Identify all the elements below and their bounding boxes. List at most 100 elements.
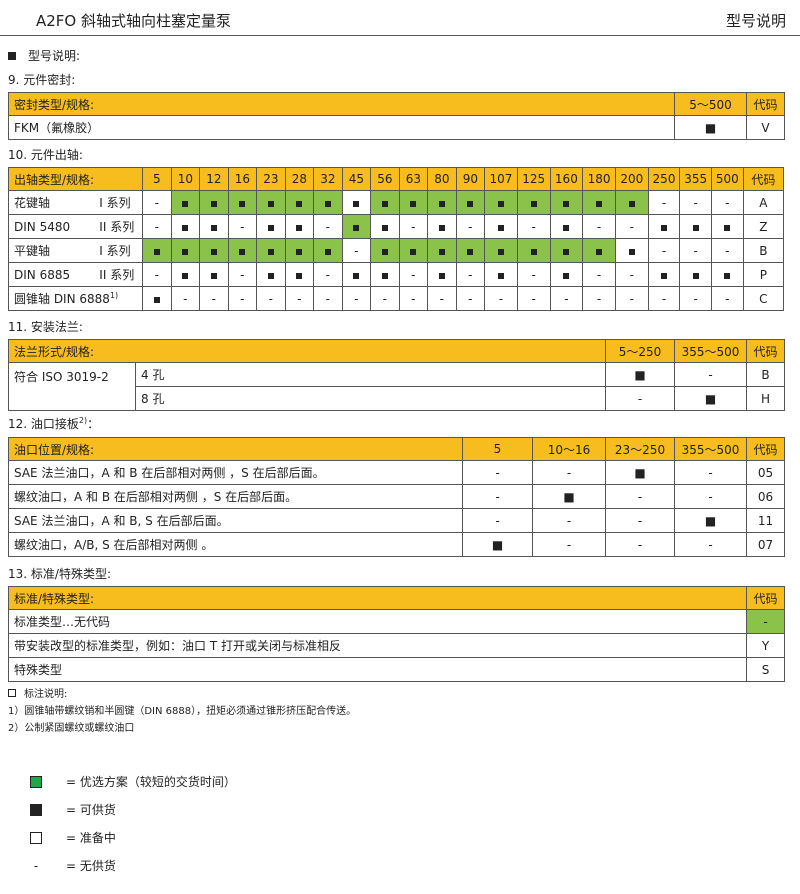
row-series: II 系列 xyxy=(99,262,144,287)
th: 355～500 xyxy=(674,437,747,461)
availability-cell xyxy=(455,190,486,215)
th: 23～250 xyxy=(605,437,675,461)
availability-cell xyxy=(549,190,584,215)
th: 代码 xyxy=(746,437,785,461)
shaft-table: 出轴类型/规格: 5 10 12 16 23 28 32 45 56 63 80 90 107 125 160… xyxy=(7,167,785,311)
available-icon xyxy=(153,248,160,255)
available-icon xyxy=(692,272,699,279)
availability-cell xyxy=(170,190,201,215)
th-size: 80 xyxy=(427,167,457,191)
availability-cell: - xyxy=(284,286,315,311)
code-cell: S xyxy=(746,657,785,682)
availability-cell: - xyxy=(516,214,551,239)
availability-cell: - xyxy=(398,214,429,239)
flange-table: 法兰形式/规格: 5～250 355～500 代码 符合 ISO 3019-2 4 孔 ■… xyxy=(8,339,785,411)
availability-cell xyxy=(170,262,201,287)
availability-cell xyxy=(484,190,518,215)
available-icon xyxy=(563,248,570,255)
available-icon xyxy=(182,248,189,255)
availability-cell: - xyxy=(313,262,343,287)
available-icon xyxy=(267,200,274,207)
availability-cell: - xyxy=(711,190,744,215)
availability-cell: - xyxy=(614,262,649,287)
th: 代码 xyxy=(746,339,785,363)
availability-cell: - xyxy=(679,238,713,263)
s13-title: 13. 标准/特殊类型: xyxy=(8,567,111,581)
available-icon xyxy=(530,248,537,255)
available-icon xyxy=(210,272,217,279)
port-table: 油口位置/规格: 5 10～16 23～250 355～500 代码 SAE 法兰油口，A … xyxy=(8,437,785,557)
available-icon xyxy=(182,224,189,231)
cell: 05 xyxy=(746,460,785,485)
notes-title: 标注说明: xyxy=(24,689,68,700)
th: 密封类型/规格: xyxy=(8,92,675,116)
availability-cell xyxy=(256,262,286,287)
th-size: 16 xyxy=(227,167,258,191)
available-icon xyxy=(381,248,388,255)
th-size: 10 xyxy=(170,167,201,191)
available-icon xyxy=(724,272,731,279)
th-size: 23 xyxy=(256,167,286,191)
availability-cell xyxy=(484,214,518,239)
available-icon xyxy=(267,272,274,279)
legend-text: = 无供货 xyxy=(66,859,116,873)
th-size: 45 xyxy=(341,167,372,191)
available-icon xyxy=(438,248,445,255)
page-header: A2FO 斜轴式轴向柱塞定量泵 型号说明 xyxy=(0,0,800,36)
green-square-icon xyxy=(30,775,42,788)
available-icon xyxy=(182,200,189,207)
available-icon xyxy=(661,224,667,231)
th-size: 250 xyxy=(647,167,681,191)
th: 10～16 xyxy=(532,437,606,461)
available-icon xyxy=(296,248,303,255)
cell: SAE 法兰油口，A 和 B 在后部相对两侧 ，S 在后部后面。 xyxy=(8,460,463,485)
cell: 螺纹油口，A 和 B 在后部相对两侧 ，S 在后部后面。 xyxy=(8,484,463,509)
th: 代码 xyxy=(746,586,785,610)
available-icon xyxy=(724,224,731,231)
code-cell: Y xyxy=(746,633,785,658)
legend-text: = 优选方案（较短的交货时间） xyxy=(66,775,236,789)
availability-cell xyxy=(370,262,400,287)
availability-cell xyxy=(711,262,744,287)
table-row: 螺纹油口，A 和 B 在后部相对两侧 ，S 在后部后面。 - ■ - -06 xyxy=(8,484,785,509)
availability-cell: - xyxy=(341,238,372,263)
cell: ■ xyxy=(674,508,747,533)
availability-cell xyxy=(227,238,258,263)
available-icon xyxy=(296,200,303,207)
th-size: 355 xyxy=(679,167,713,191)
table-row: 圆锥轴 DIN 68881) - - - - - - - - - - - - - - - - - - - C xyxy=(7,286,785,311)
available-icon xyxy=(182,272,189,279)
available-icon xyxy=(210,224,217,231)
available-icon xyxy=(497,200,504,207)
note-2: 2）公制紧固螺纹或螺纹油口 xyxy=(8,723,135,734)
availability-cell xyxy=(284,214,315,239)
availability-cell xyxy=(256,190,286,215)
code-cell: C xyxy=(742,286,785,311)
availability-cell xyxy=(679,262,713,287)
legend-available: = 可供货 xyxy=(30,801,116,818)
availability-cell: - xyxy=(647,238,681,263)
cell: ■ xyxy=(605,362,675,387)
table-row: 8 孔 - ■ H xyxy=(9,386,785,411)
availability-cell: - xyxy=(398,262,429,287)
row-label: 平键轴 xyxy=(8,238,100,263)
availability-cell: - xyxy=(455,286,486,311)
available-icon xyxy=(467,200,474,207)
header-row: 出轴类型/规格: 5 10 12 16 23 28 32 45 56 63 80 90 107 125 160… xyxy=(7,167,785,191)
available-icon xyxy=(497,248,504,255)
available-icon xyxy=(324,200,331,207)
availability-cell: - xyxy=(313,214,343,239)
cell: 符合 ISO 3019-2 xyxy=(8,362,136,411)
table-row: 带安装改型的标准类型，例如：油口 T 打开或关闭与标准相反 Y xyxy=(8,633,785,658)
availability-cell xyxy=(398,238,429,263)
available-icon xyxy=(530,200,537,207)
available-icon xyxy=(353,224,360,231)
available-icon xyxy=(563,272,570,279)
cell: ■ xyxy=(532,484,606,509)
availability-cell: - xyxy=(341,286,372,311)
title-text: 12. 油口接板 xyxy=(8,417,79,431)
th: 5 xyxy=(462,437,533,461)
availability-cell: - xyxy=(582,262,616,287)
available-icon xyxy=(296,272,303,279)
th: 出轴类型/规格: xyxy=(7,167,144,191)
